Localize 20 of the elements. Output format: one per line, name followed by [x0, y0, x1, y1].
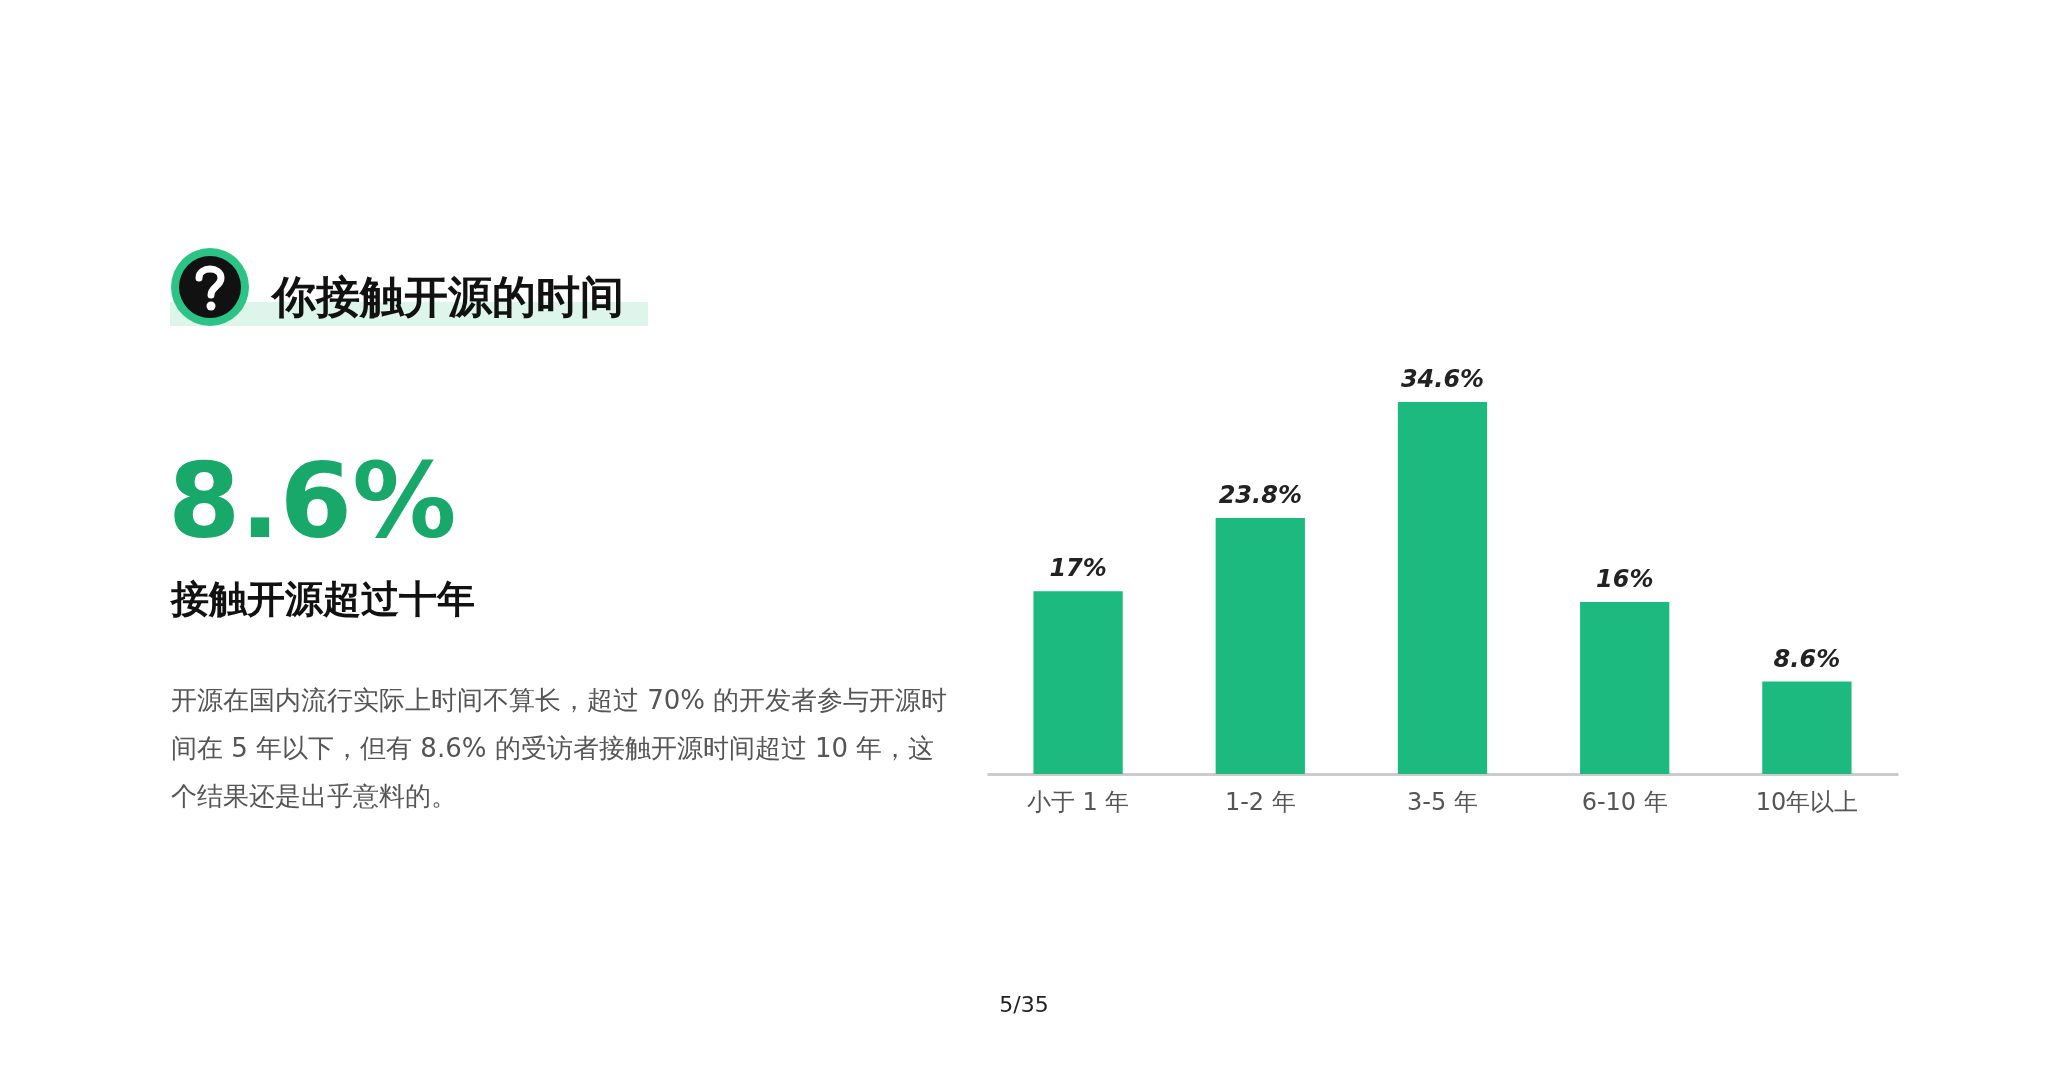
- bar: [1033, 591, 1123, 774]
- text: 接触开源超过十年: [171, 576, 475, 623]
- text: 你接触开源的时间: [272, 270, 624, 324]
- data-label: 8.6%: [1773, 644, 1841, 673]
- bar: [1762, 681, 1852, 774]
- data-label: 23.8%: [1218, 481, 1302, 510]
- bar: [1397, 402, 1488, 774]
- data-label: 16%: [1595, 564, 1654, 593]
- x-tick-label: 1-2 年: [1224, 787, 1296, 816]
- data-label: 17%: [1049, 554, 1107, 583]
- x-tick-label: 3-5 年: [1407, 787, 1478, 816]
- x-tick-label: 小于 1 年: [1026, 787, 1130, 816]
- x-tick-label: 6-10 年: [1581, 787, 1668, 816]
- text: 8.6%: [168, 440, 457, 562]
- x-tick-label: 10年以上: [1755, 787, 1859, 816]
- text: 开源在国内流行实际上时间不算长，超过 70% 的开发者参与开源时间在 5 年以下，但有 8.6% 的受访者接触开源时间超过 10 年，这个结果还是出乎意料的。: [171, 684, 949, 813]
- text: 5/35: [998, 992, 1050, 1017]
- data-label: 34.6%: [1400, 365, 1485, 393]
- bar: [1215, 518, 1305, 774]
- bar: [1580, 601, 1670, 774]
